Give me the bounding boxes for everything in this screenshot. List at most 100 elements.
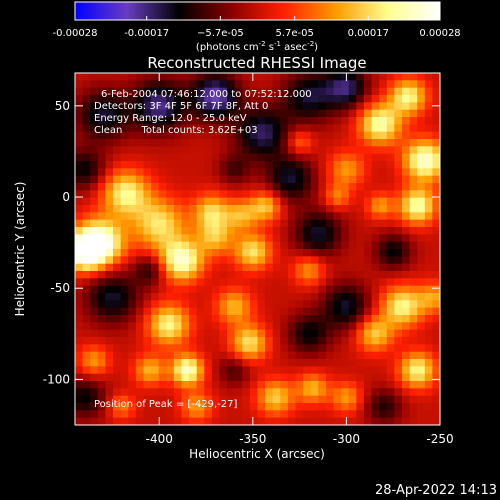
heatmap-cell	[174, 271, 182, 279]
heatmap-cell	[75, 212, 83, 220]
heatmap-cell	[242, 308, 250, 316]
heatmap-cell	[105, 308, 113, 316]
heatmap-cell	[235, 139, 243, 147]
heatmap-cell	[204, 330, 212, 338]
heatmap-cell	[75, 388, 83, 396]
heatmap-cell	[75, 359, 83, 367]
heatmap-cell	[105, 205, 113, 213]
heatmap-cell	[425, 293, 433, 301]
heatmap-cell	[349, 88, 357, 96]
heatmap-cell	[379, 271, 387, 279]
heatmap-cell	[204, 344, 212, 352]
heatmap-cell	[372, 381, 380, 389]
heatmap-cell	[83, 410, 91, 418]
heatmap-cell	[425, 205, 433, 213]
heatmap-cell	[83, 102, 91, 110]
heatmap-cell	[98, 161, 106, 169]
heatmap-cell	[273, 132, 281, 140]
heatmap-cell	[364, 146, 372, 154]
heatmap-cell	[296, 176, 304, 184]
heatmap-cell	[417, 139, 425, 147]
heatmap-cell	[113, 256, 121, 264]
heatmap-cell	[364, 220, 372, 228]
heatmap-cell	[318, 220, 326, 228]
heatmap-cell	[402, 161, 410, 169]
heatmap-cell	[98, 271, 106, 279]
heatmap-cell	[98, 293, 106, 301]
heatmap-cell	[181, 286, 189, 294]
heatmap-cell	[219, 220, 227, 228]
heatmap-cell	[417, 212, 425, 220]
heatmap-cell	[372, 337, 380, 345]
heatmap-cell	[364, 271, 372, 279]
heatmap-cell	[128, 388, 136, 396]
heatmap-cell	[425, 80, 433, 88]
heatmap-cell	[394, 139, 402, 147]
heatmap-cell	[219, 146, 227, 154]
heatmap-cell	[105, 278, 113, 286]
heatmap-cell	[174, 286, 182, 294]
heatmap-cell	[204, 388, 212, 396]
heatmap-cell	[128, 242, 136, 250]
heatmap-cell	[364, 278, 372, 286]
heatmap-cell	[250, 359, 258, 367]
heatmap-cell	[311, 198, 319, 206]
heatmap-cell	[143, 308, 151, 316]
heatmap-cell	[334, 132, 342, 140]
heatmap-cell	[159, 80, 167, 88]
heatmap-cell	[98, 220, 106, 228]
heatmap-cell	[410, 403, 418, 411]
heatmap-cell	[136, 418, 144, 426]
heatmap-cell	[432, 124, 440, 132]
heatmap-cell	[174, 220, 182, 228]
heatmap-cell	[296, 220, 304, 228]
heatmap-cell	[296, 381, 304, 389]
heatmap-cell	[364, 330, 372, 338]
heatmap-cell	[151, 183, 159, 191]
heatmap-cell	[318, 286, 326, 294]
heatmap-cell	[273, 403, 281, 411]
heatmap-cell	[83, 396, 91, 404]
heatmap-cell	[394, 212, 402, 220]
heatmap-cell	[364, 388, 372, 396]
heatmap-cell	[364, 183, 372, 191]
heatmap-cell	[425, 315, 433, 323]
heatmap-cell	[394, 220, 402, 228]
heatmap-cell	[280, 212, 288, 220]
heatmap-cell	[121, 139, 129, 147]
heatmap-cell	[227, 352, 235, 360]
heatmap-cell	[219, 168, 227, 176]
heatmap-cell	[159, 139, 167, 147]
heatmap-cell	[341, 249, 349, 257]
heatmap-cell	[212, 205, 220, 213]
heatmap-cell	[121, 293, 129, 301]
heatmap-cell	[166, 315, 174, 323]
heatmap-cell	[410, 88, 418, 96]
heatmap-cell	[166, 161, 174, 169]
heatmap-cell	[90, 278, 98, 286]
heatmap-cell	[402, 183, 410, 191]
heatmap-cell	[121, 388, 129, 396]
heatmap-cell	[159, 205, 167, 213]
heatmap-cell	[136, 146, 144, 154]
heatmap-cell	[189, 256, 197, 264]
heatmap-cell	[250, 278, 258, 286]
heatmap-cell	[98, 249, 106, 257]
heatmap-cell	[227, 161, 235, 169]
heatmap-cell	[121, 212, 129, 220]
heatmap-cell	[273, 256, 281, 264]
heatmap-cell	[174, 330, 182, 338]
heatmap-cell	[356, 337, 364, 345]
heatmap-cell	[265, 124, 273, 132]
heatmap-cell	[75, 264, 83, 272]
heatmap-cell	[197, 234, 205, 242]
heatmap-cell	[227, 168, 235, 176]
heatmap-cell	[318, 205, 326, 213]
heatmap-cell	[311, 80, 319, 88]
heatmap-cell	[159, 264, 167, 272]
heatmap-cell	[379, 374, 387, 382]
heatmap-cell	[318, 212, 326, 220]
heatmap-cell	[273, 80, 281, 88]
heatmap-cell	[227, 220, 235, 228]
heatmap-cell	[83, 344, 91, 352]
